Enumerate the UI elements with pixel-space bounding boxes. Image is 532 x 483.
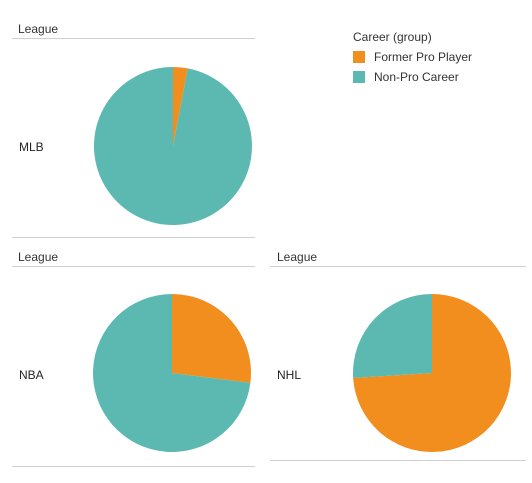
nba-row-label: NBA <box>19 368 44 382</box>
mlb-header-divider <box>12 38 255 39</box>
nhl-pie-chart[interactable] <box>352 293 512 453</box>
nba-panel-bottom-divider <box>12 466 255 467</box>
mlb-panel-header: League <box>18 22 59 36</box>
nhl-slice-former-pro-player[interactable] <box>353 294 512 452</box>
nhl-header-divider <box>270 266 526 267</box>
nhl-slice-non-pro-career[interactable] <box>353 294 432 378</box>
nba-slice-former-pro-player[interactable] <box>172 294 252 383</box>
nhl-panel-header: League <box>277 250 318 264</box>
mlb-pie-chart[interactable] <box>93 66 253 226</box>
mlb-panel-bottom-divider <box>12 237 255 238</box>
nhl-panel-bottom-divider <box>270 460 526 461</box>
legend-item-non-pro-career[interactable]: Non-Pro Career <box>353 69 459 85</box>
nba-panel-header: League <box>18 250 59 264</box>
nba-pie-chart[interactable] <box>92 293 252 453</box>
legend-swatch-non-pro-career <box>353 71 365 83</box>
legend-label-non-pro-career: Non-Pro Career <box>374 70 459 84</box>
mlb-slice-non-pro-career[interactable] <box>93 66 252 225</box>
nhl-row-label: NHL <box>277 368 302 382</box>
nba-header-divider <box>12 266 255 267</box>
legend-swatch-former-pro-player <box>353 51 365 63</box>
legend-item-former-pro-player[interactable]: Former Pro Player <box>353 49 472 65</box>
mlb-row-label: MLB <box>19 140 44 154</box>
legend-label-former-pro-player: Former Pro Player <box>374 50 473 64</box>
legend-title: Career (group) <box>353 30 432 44</box>
mlb-slice-former-pro-player[interactable] <box>173 67 188 146</box>
nba-slice-non-pro-career[interactable] <box>93 294 251 452</box>
